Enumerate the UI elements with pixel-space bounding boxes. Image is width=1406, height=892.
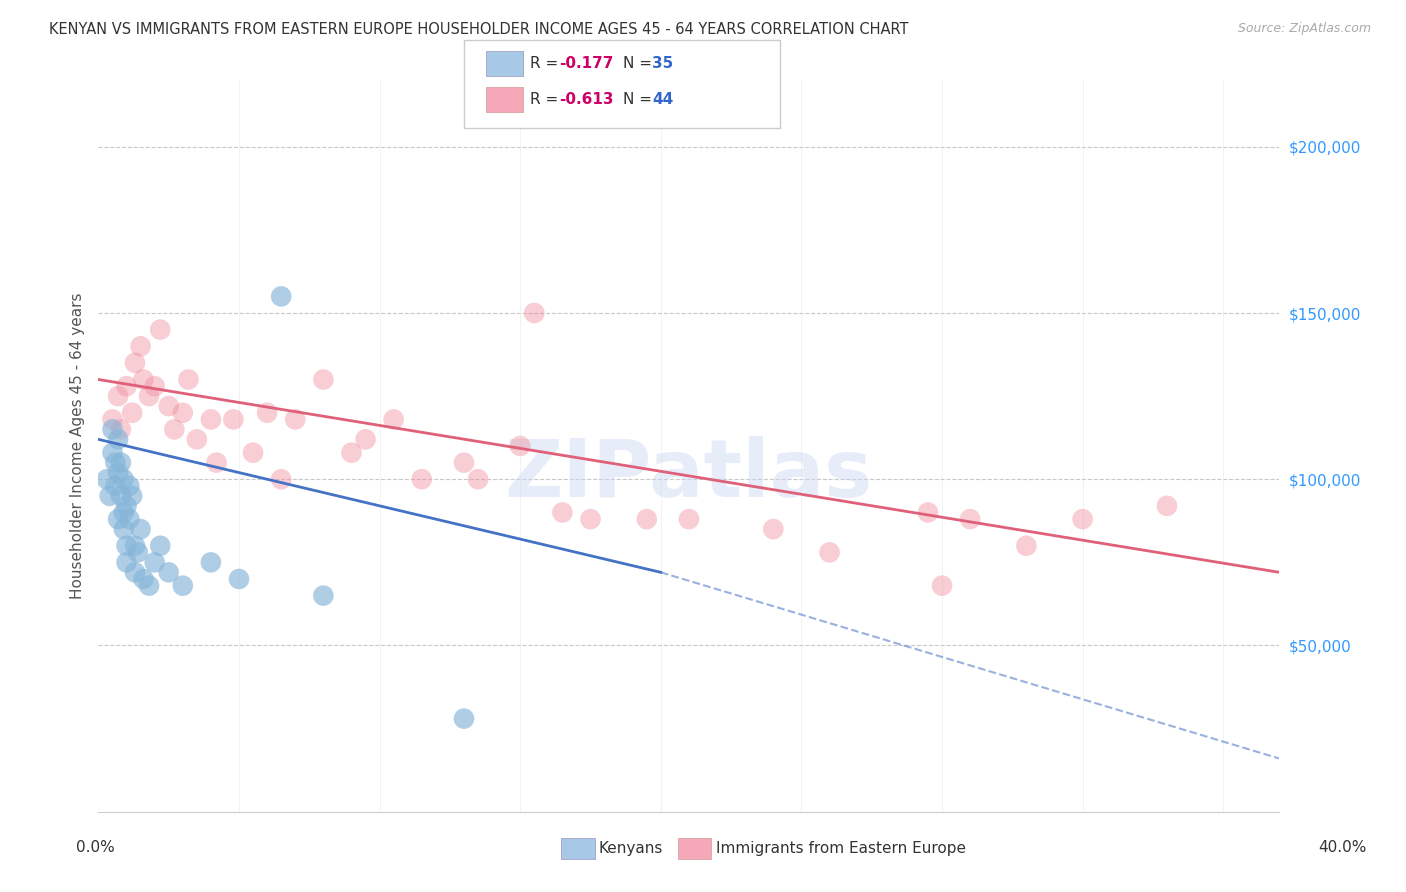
- Point: [101, 412, 124, 426]
- Point: [118, 479, 141, 493]
- Point: [509, 439, 531, 453]
- Point: [177, 372, 200, 386]
- Point: [270, 472, 292, 486]
- Y-axis label: Householder Income Ages 45 - 64 years: Householder Income Ages 45 - 64 years: [69, 293, 84, 599]
- Point: [579, 512, 602, 526]
- Point: [453, 712, 475, 726]
- Text: N =: N =: [623, 56, 657, 70]
- Text: Source: ZipAtlas.com: Source: ZipAtlas.com: [1237, 22, 1371, 36]
- Point: [98, 489, 121, 503]
- Point: [205, 456, 228, 470]
- Point: [104, 456, 127, 470]
- Point: [101, 445, 124, 459]
- Point: [256, 406, 278, 420]
- Point: [107, 466, 129, 480]
- Point: [1015, 539, 1038, 553]
- Point: [959, 512, 981, 526]
- Point: [1156, 499, 1178, 513]
- Point: [112, 522, 135, 536]
- Point: [312, 589, 335, 603]
- Point: [104, 479, 127, 493]
- Point: [172, 579, 194, 593]
- Text: R =: R =: [530, 56, 564, 70]
- Point: [200, 555, 222, 569]
- Point: [1071, 512, 1094, 526]
- Text: -0.613: -0.613: [560, 92, 614, 106]
- Point: [149, 323, 172, 337]
- Point: [382, 412, 405, 426]
- Point: [157, 399, 180, 413]
- Point: [931, 579, 953, 593]
- Point: [172, 406, 194, 420]
- Point: [121, 406, 143, 420]
- Text: 40.0%: 40.0%: [1319, 840, 1367, 855]
- Point: [636, 512, 658, 526]
- Point: [127, 545, 149, 559]
- Point: [411, 472, 433, 486]
- Text: -0.177: -0.177: [560, 56, 614, 70]
- Text: 44: 44: [652, 92, 673, 106]
- Text: Immigrants from Eastern Europe: Immigrants from Eastern Europe: [716, 841, 966, 855]
- Point: [138, 389, 160, 403]
- Point: [107, 389, 129, 403]
- Point: [762, 522, 785, 536]
- Point: [115, 379, 138, 393]
- Point: [242, 445, 264, 459]
- Point: [354, 433, 377, 447]
- Point: [112, 472, 135, 486]
- Point: [115, 539, 138, 553]
- Point: [118, 512, 141, 526]
- Point: [157, 566, 180, 580]
- Point: [107, 433, 129, 447]
- Point: [138, 579, 160, 593]
- Point: [115, 555, 138, 569]
- Point: [284, 412, 307, 426]
- Point: [132, 372, 155, 386]
- Point: [340, 445, 363, 459]
- Point: [110, 489, 132, 503]
- Point: [222, 412, 245, 426]
- Point: [110, 422, 132, 436]
- Point: [551, 506, 574, 520]
- Point: [163, 422, 186, 436]
- Point: [96, 472, 118, 486]
- Point: [523, 306, 546, 320]
- Text: 0.0%: 0.0%: [76, 840, 115, 855]
- Text: 35: 35: [652, 56, 673, 70]
- Text: N =: N =: [623, 92, 657, 106]
- Point: [467, 472, 489, 486]
- Point: [124, 566, 146, 580]
- Point: [101, 422, 124, 436]
- Point: [143, 379, 166, 393]
- Point: [124, 539, 146, 553]
- Point: [129, 339, 152, 353]
- Text: ZIPatlas: ZIPatlas: [505, 436, 873, 515]
- Text: Kenyans: Kenyans: [599, 841, 664, 855]
- Point: [312, 372, 335, 386]
- Point: [132, 572, 155, 586]
- Point: [112, 506, 135, 520]
- Point: [149, 539, 172, 553]
- Point: [453, 456, 475, 470]
- Point: [678, 512, 700, 526]
- Point: [115, 499, 138, 513]
- Point: [186, 433, 208, 447]
- Point: [270, 289, 292, 303]
- Point: [228, 572, 250, 586]
- Point: [818, 545, 841, 559]
- Point: [121, 489, 143, 503]
- Point: [200, 412, 222, 426]
- Point: [129, 522, 152, 536]
- Text: KENYAN VS IMMIGRANTS FROM EASTERN EUROPE HOUSEHOLDER INCOME AGES 45 - 64 YEARS C: KENYAN VS IMMIGRANTS FROM EASTERN EUROPE…: [49, 22, 908, 37]
- Point: [917, 506, 939, 520]
- Point: [110, 456, 132, 470]
- Point: [124, 356, 146, 370]
- Point: [143, 555, 166, 569]
- Point: [107, 512, 129, 526]
- Text: R =: R =: [530, 92, 564, 106]
